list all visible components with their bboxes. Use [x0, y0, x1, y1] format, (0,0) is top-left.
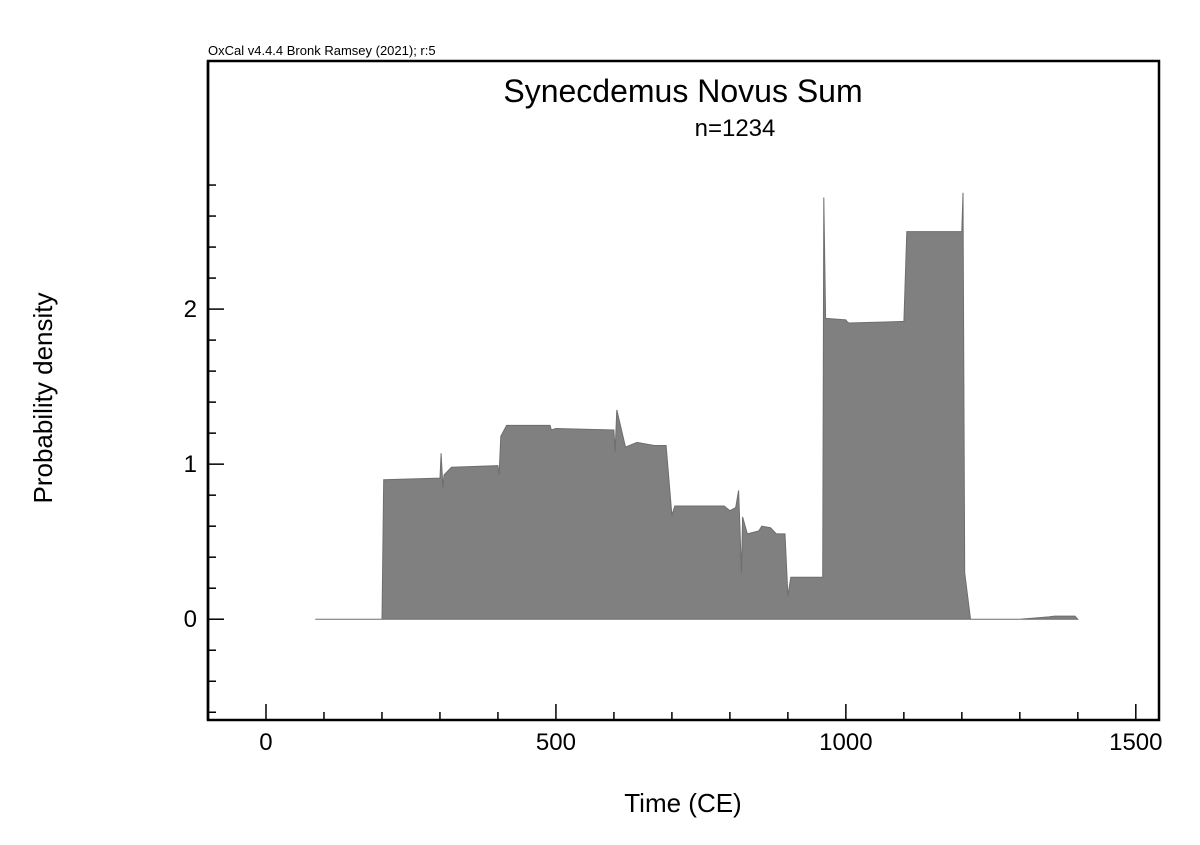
y-tick-label: 2 — [184, 296, 197, 323]
x-tick-label: 1500 — [1109, 729, 1162, 756]
chart-subtitle: n=1234 — [695, 115, 776, 142]
x-axis-label: Time (CE) — [624, 788, 741, 818]
oxcal-credit: OxCal v4.4.4 Bronk Ramsey (2021); r:5 — [208, 43, 436, 58]
x-axis: 0 500 1000 1500 — [259, 704, 1163, 756]
chart-title: Synecdemus Novus Sum — [503, 73, 862, 109]
y-tick-label: 0 — [184, 606, 197, 633]
x-tick-label: 500 — [536, 729, 576, 756]
probability-density-area — [315, 192, 1079, 620]
y-axis-label: Probability density — [28, 293, 58, 504]
y-axis: 0 1 2 — [184, 184, 224, 713]
x-tick-label: 0 — [259, 729, 272, 756]
plot-frame — [206, 59, 1161, 722]
y-tick-label: 1 — [184, 451, 197, 478]
x-tick-label: 1000 — [819, 729, 872, 756]
